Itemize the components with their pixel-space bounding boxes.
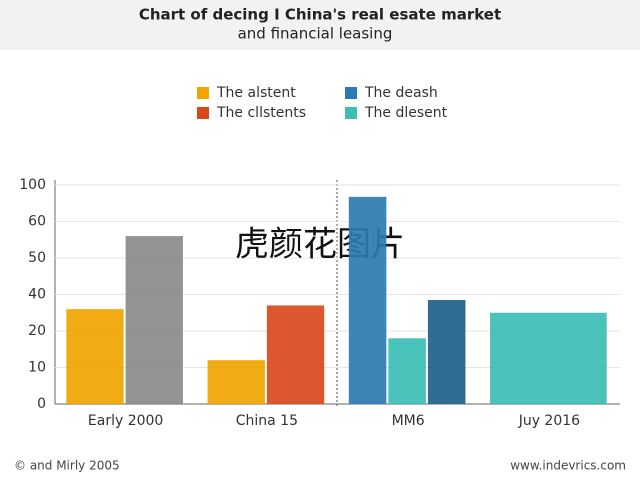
y-tick-label: 20 — [28, 323, 46, 339]
legend-label: The alstent — [216, 85, 296, 101]
bar — [490, 312, 607, 404]
title-band — [0, 0, 640, 50]
legend-swatch — [197, 87, 209, 99]
x-tick-label: MM6 — [392, 413, 425, 429]
chart-subtitle: and financial leasing — [238, 25, 393, 43]
y-tick-label: 0 — [37, 396, 46, 412]
legend-label: The cllstents — [216, 105, 306, 121]
x-tick-label: Juy 2016 — [518, 413, 580, 429]
legend-swatch — [345, 87, 357, 99]
footer-right: www.indevrics.com — [510, 459, 626, 473]
bar — [266, 305, 325, 404]
y-tick-label: 50 — [28, 250, 46, 266]
bar — [125, 236, 183, 404]
legend-swatch — [197, 107, 209, 119]
bar — [427, 299, 466, 404]
x-tick-label: Early 2000 — [88, 413, 163, 429]
footer-left: © and Mirly 2005 — [14, 459, 120, 473]
legend-label: The deash — [364, 85, 438, 101]
bar — [207, 360, 265, 404]
chart-title: Chart of decing I China's real esate mar… — [139, 6, 501, 24]
y-tick-label: 60 — [28, 214, 46, 230]
legend-label: The dlesent — [364, 105, 448, 121]
x-tick-label: China 15 — [236, 413, 298, 429]
bar — [348, 196, 387, 404]
bar — [66, 309, 124, 404]
legend-swatch — [345, 107, 357, 119]
y-tick-label: 40 — [28, 287, 46, 303]
y-tick-label: 100 — [19, 177, 46, 193]
y-tick-label: 10 — [28, 360, 46, 376]
bar — [388, 338, 426, 404]
